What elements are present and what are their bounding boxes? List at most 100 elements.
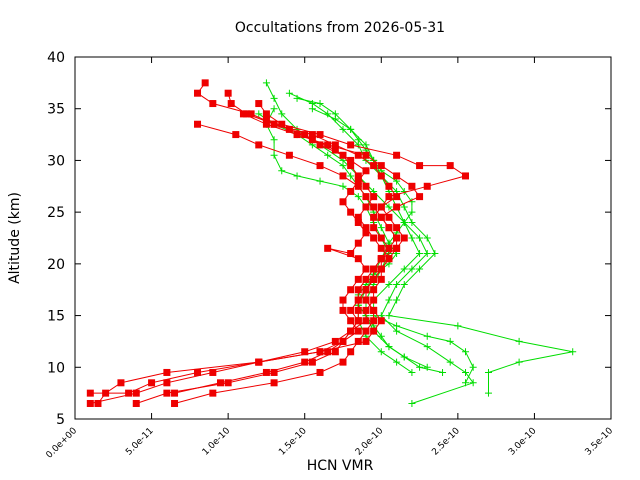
data-point-square — [301, 348, 309, 356]
data-point-square — [148, 379, 156, 387]
y-tick-label: 5 — [56, 412, 65, 428]
data-point-square — [370, 306, 378, 314]
x-tick-label: 2.0e-10 — [354, 426, 386, 458]
data-point-square — [377, 162, 385, 170]
data-point-square — [354, 172, 362, 180]
data-point-square — [408, 182, 416, 190]
data-point-square — [354, 218, 362, 226]
green-profile-1 — [262, 79, 477, 407]
data-point-square — [262, 115, 270, 123]
data-point-square — [362, 296, 370, 304]
y-tick-label: 35 — [47, 102, 65, 118]
data-point-square — [316, 141, 324, 149]
y-tick-label: 15 — [47, 309, 65, 325]
data-point-square — [370, 265, 378, 273]
data-point-square — [224, 89, 232, 97]
data-point-square — [385, 182, 393, 190]
data-point-square — [339, 172, 347, 180]
data-point-square — [262, 110, 270, 118]
data-point-plus — [293, 94, 301, 102]
data-point-plus — [385, 343, 393, 351]
data-point-plus — [331, 115, 339, 123]
data-point-plus — [347, 172, 355, 180]
data-point-square — [446, 162, 454, 170]
data-point-square — [354, 317, 362, 325]
data-point-plus — [423, 363, 431, 371]
data-point-plus — [484, 368, 492, 376]
data-point-square — [339, 296, 347, 304]
data-point-square — [308, 136, 316, 144]
data-point-square — [132, 399, 140, 407]
data-point-square — [255, 141, 263, 149]
data-point-square — [262, 368, 270, 376]
data-point-square — [362, 167, 370, 175]
data-point-plus — [416, 234, 424, 242]
data-point-square — [362, 229, 370, 237]
data-point-plus — [569, 348, 577, 356]
data-point-plus — [324, 110, 332, 118]
data-point-plus — [400, 218, 408, 226]
data-point-square — [331, 146, 339, 154]
data-point-square — [370, 213, 378, 221]
data-point-plus — [469, 379, 477, 387]
data-point-plus — [347, 125, 355, 133]
data-point-square — [393, 234, 401, 242]
data-point-plus — [324, 151, 332, 159]
x-axis-label: HCN VMR — [307, 458, 374, 474]
data-point-plus — [278, 110, 286, 118]
data-point-square — [385, 255, 393, 263]
data-point-square — [362, 193, 370, 201]
data-point-square — [331, 337, 339, 345]
data-point-plus — [293, 172, 301, 180]
data-point-square — [347, 141, 355, 149]
data-point-square — [94, 399, 102, 407]
data-point-square — [362, 182, 370, 190]
data-point-plus — [270, 136, 278, 144]
data-point-square — [377, 317, 385, 325]
data-point-square — [370, 193, 378, 201]
data-point-square — [339, 358, 347, 366]
data-point-plus — [393, 296, 401, 304]
data-point-plus — [262, 79, 270, 87]
data-point-plus — [408, 218, 416, 226]
data-point-square — [385, 193, 393, 201]
data-point-square — [370, 327, 378, 335]
data-point-square — [354, 182, 362, 190]
data-point-square — [354, 306, 362, 314]
data-point-square — [393, 193, 401, 201]
data-point-plus — [416, 250, 424, 258]
data-point-square — [370, 203, 378, 211]
data-point-square — [416, 162, 424, 170]
data-point-plus — [400, 203, 408, 211]
data-point-square — [285, 125, 293, 133]
data-point-square — [370, 275, 378, 283]
data-point-square — [86, 399, 94, 407]
x-tick-label: 5.0e-11 — [124, 426, 156, 458]
plot-frame — [74, 56, 612, 420]
data-point-plus — [270, 151, 278, 159]
x-tick-label: 3.5e-10 — [584, 426, 616, 458]
data-point-square — [362, 337, 370, 345]
data-point-square — [370, 286, 378, 294]
red-profile-2 — [86, 89, 393, 407]
red-profile-6 — [171, 115, 370, 397]
data-point-square — [194, 368, 202, 376]
data-point-square — [377, 265, 385, 273]
data-point-square — [385, 244, 393, 252]
data-point-plus — [462, 348, 470, 356]
data-point-square — [293, 131, 301, 139]
data-point-square — [347, 286, 355, 294]
data-point-square — [393, 203, 401, 211]
data-point-square — [370, 162, 378, 170]
data-point-square — [255, 100, 263, 108]
data-point-plus — [515, 358, 523, 366]
data-point-plus — [339, 182, 347, 190]
green-profile-line — [289, 92, 573, 394]
green-profile-line — [296, 97, 474, 384]
data-point-square — [201, 79, 209, 87]
data-point-square — [354, 286, 362, 294]
data-point-square — [331, 348, 339, 356]
data-point-square — [354, 177, 362, 185]
data-point-plus — [339, 162, 347, 170]
data-point-square — [86, 389, 94, 397]
